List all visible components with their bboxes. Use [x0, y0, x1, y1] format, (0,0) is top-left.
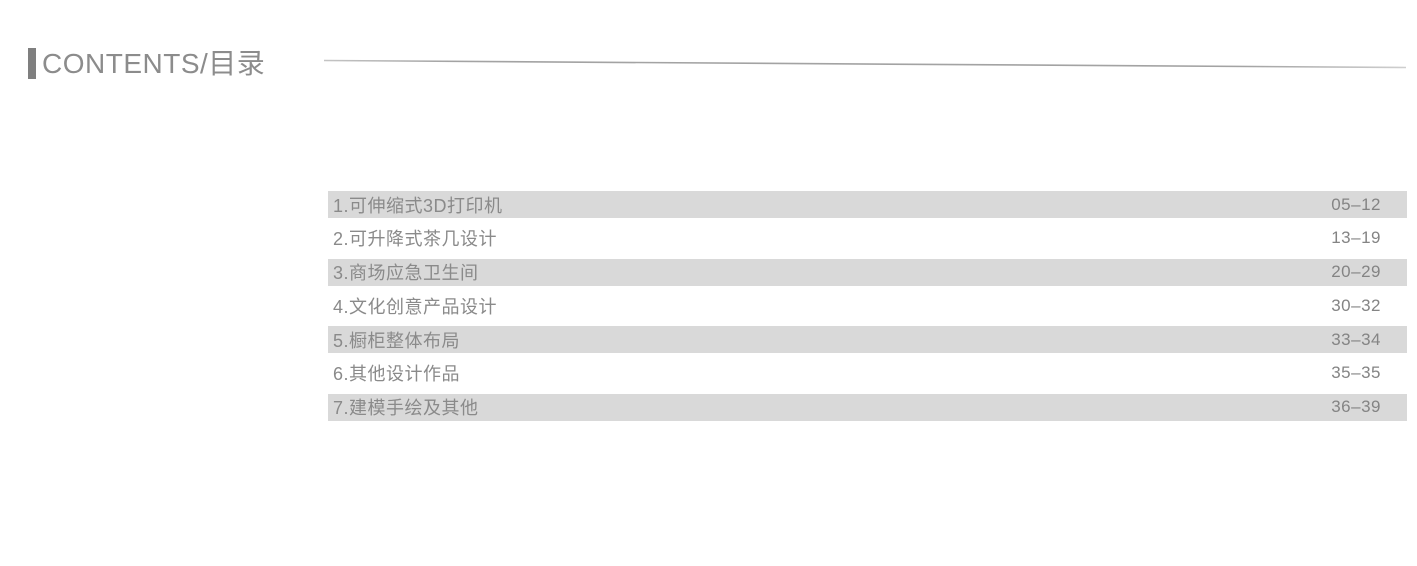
toc-item-pages: 20–29: [1331, 262, 1381, 282]
toc-item-label: 2.可升降式茶几设计: [333, 229, 498, 250]
toc-row: 3.商场应急卫生间 20–29: [328, 258, 1407, 286]
toc-item-label: 6.其他设计作品: [333, 364, 461, 385]
toc-row: 6.其他设计作品 35–35: [328, 360, 1407, 387]
toc-row: 1.可伸缩式3D打印机 05–12: [328, 191, 1407, 218]
toc-row: 5.橱柜整体布局 33–34: [328, 326, 1407, 354]
toc-row: 4.文化创意产品设计 30–32: [328, 292, 1407, 319]
toc-item-label: 1.可伸缩式3D打印机: [333, 195, 503, 216]
toc-list: 1.可伸缩式3D打印机 05–12 2.可升降式茶几设计 13–19 3.商场应…: [328, 191, 1407, 421]
page-title: CONTENTS/目录: [42, 48, 266, 79]
toc-item-label: 5.橱柜整体布局: [333, 330, 461, 351]
header-divider-line: [323, 59, 1407, 69]
toc-item-label: 3.商场应急卫生间: [333, 263, 479, 284]
toc-row: 7.建模手绘及其他 36–39: [328, 393, 1407, 421]
toc-row: 2.可升降式茶几设计 13–19: [328, 225, 1407, 252]
toc-item-pages: 33–34: [1331, 329, 1381, 349]
title-accent-bar: [28, 48, 36, 79]
toc-item-label: 7.建模手绘及其他: [333, 398, 479, 419]
slide-header: CONTENTS/目录: [28, 48, 265, 79]
toc-item-label: 4.文化创意产品设计: [333, 296, 498, 317]
toc-item-pages: 35–35: [1331, 363, 1381, 383]
toc-item-pages: 13–19: [1331, 228, 1381, 248]
toc-item-pages: 36–39: [1331, 397, 1381, 417]
toc-item-pages: 05–12: [1331, 194, 1381, 214]
toc-item-pages: 30–32: [1331, 295, 1381, 315]
